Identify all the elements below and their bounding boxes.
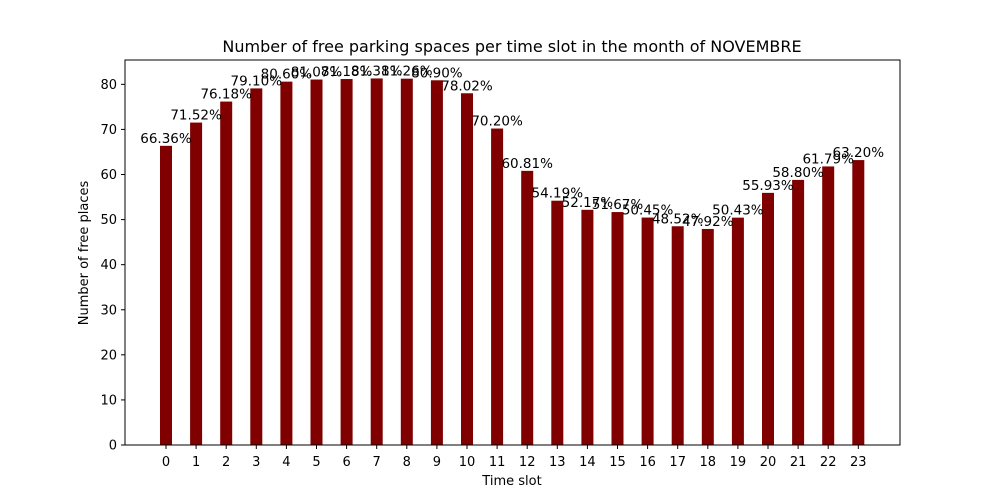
bar-9 <box>430 80 443 445</box>
x-tick-label-10: 10 <box>459 455 476 470</box>
x-tick-label-14: 14 <box>579 455 596 470</box>
bar-2 <box>220 101 233 445</box>
data-label-13: 54.19% <box>532 186 584 202</box>
bar-5 <box>310 79 323 445</box>
bars-group <box>160 78 865 446</box>
data-label-0: 66.36% <box>140 131 192 147</box>
bar-11 <box>491 128 504 445</box>
bar-23 <box>852 160 865 445</box>
x-tick-label-2: 2 <box>222 455 230 470</box>
bar-14 <box>581 209 594 445</box>
data-label-4: 80.60% <box>261 67 313 83</box>
x-tick-label-20: 20 <box>760 455 777 470</box>
x-tick-label-7: 7 <box>373 455 381 470</box>
data-label-20: 55.93% <box>742 178 794 194</box>
y-axis-label: Number of free places <box>77 181 92 326</box>
bar-1 <box>190 122 203 446</box>
bar-12 <box>521 170 534 445</box>
data-label-8: 81.26% <box>381 64 433 80</box>
y-tick-label-10: 10 <box>100 393 117 408</box>
data-label-3: 79.10% <box>231 73 283 89</box>
bar-13 <box>551 200 564 445</box>
bar-21 <box>792 179 805 445</box>
bar-6 <box>340 79 353 445</box>
bar-19 <box>731 217 744 445</box>
bar-20 <box>762 192 774 445</box>
y-tick-label-0: 0 <box>109 439 117 454</box>
x-tick-label-13: 13 <box>549 455 566 470</box>
data-label-9: 80.90% <box>411 65 463 81</box>
data-label-7: 81.31% <box>351 63 403 79</box>
data-label-23: 63.20% <box>833 145 885 161</box>
data-label-17: 48.52% <box>652 211 704 227</box>
chart-title: Number of free parking spaces per time s… <box>222 37 801 56</box>
data-label-12: 60.81% <box>501 156 553 172</box>
bar-18 <box>701 228 714 445</box>
y-tick-label-60: 60 <box>100 168 117 183</box>
bar-7 <box>370 78 383 445</box>
x-tick-label-8: 8 <box>403 455 411 470</box>
data-label-2: 76.18% <box>200 87 252 103</box>
x-axis-ticks: 0 1 2 3 4 5 6 7 8 9 10 11 12 13 14 15 16 17 18 19 20 21 22 23 <box>162 445 867 470</box>
x-tick-label-3: 3 <box>252 455 260 470</box>
x-tick-label-4: 4 <box>282 455 290 470</box>
x-tick-label-18: 18 <box>700 455 717 470</box>
data-label-21: 58.80% <box>772 165 824 181</box>
data-label-10: 78.02% <box>441 78 493 94</box>
data-label-14: 52.17% <box>562 195 614 211</box>
y-tick-label-80: 80 <box>100 78 117 93</box>
x-tick-label-1: 1 <box>192 455 200 470</box>
bar-0 <box>160 145 172 445</box>
bar-16 <box>641 217 654 445</box>
data-label-5: 81.07% <box>291 65 343 81</box>
y-tick-label-20: 20 <box>100 348 117 363</box>
x-tick-label-15: 15 <box>609 455 626 470</box>
data-label-22: 61.79% <box>802 151 854 167</box>
data-labels-group: 66.36% 71.52% 76.18%79.10%80.60%81.07%81.1… <box>140 63 884 230</box>
bar-17 <box>671 226 684 445</box>
x-tick-label-21: 21 <box>790 455 807 470</box>
y-tick-label-70: 70 <box>100 123 117 138</box>
x-tick-label-9: 9 <box>433 455 441 470</box>
plot-frame <box>124 59 901 446</box>
data-label-15: 51.67% <box>592 197 644 213</box>
x-tick-label-23: 23 <box>850 455 867 470</box>
y-axis-ticks: 0 10 20 30 40 50 60 70 80 <box>100 78 125 454</box>
x-tick-label-5: 5 <box>312 455 320 470</box>
bar-10 <box>461 93 473 445</box>
x-tick-label-17: 17 <box>669 455 686 470</box>
y-tick-label-40: 40 <box>100 258 117 273</box>
data-label-19: 50.43% <box>712 203 764 219</box>
data-label-11: 70.20% <box>471 114 523 130</box>
data-label-1: 71.52% <box>170 108 222 124</box>
bar-4 <box>280 81 293 445</box>
data-label-18: 47.92% <box>682 214 734 230</box>
bar-22 <box>822 166 835 445</box>
x-axis-label: Time slot <box>481 474 541 489</box>
x-tick-label-6: 6 <box>342 455 350 470</box>
y-tick-label-50: 50 <box>100 213 117 228</box>
bar-3 <box>250 88 263 445</box>
y-tick-label-30: 30 <box>100 303 117 318</box>
data-label-16: 50.45% <box>622 203 674 219</box>
x-tick-label-22: 22 <box>820 455 837 470</box>
x-tick-label-0: 0 <box>162 455 170 470</box>
bar-15 <box>611 212 624 445</box>
x-tick-label-16: 16 <box>639 455 656 470</box>
x-tick-label-12: 12 <box>519 455 536 470</box>
data-label-6: 81.18% <box>321 64 373 80</box>
x-tick-label-11: 11 <box>489 455 506 470</box>
bar-8 <box>400 78 413 445</box>
x-tick-label-19: 19 <box>730 455 747 470</box>
